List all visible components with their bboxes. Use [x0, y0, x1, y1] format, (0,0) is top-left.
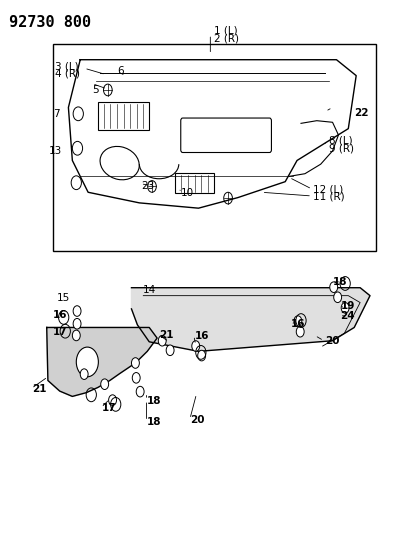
Text: 8 (L): 8 (L) [329, 136, 352, 146]
Circle shape [132, 373, 140, 383]
Text: 17: 17 [102, 403, 117, 413]
Circle shape [73, 306, 81, 317]
Circle shape [80, 369, 88, 379]
Text: 92730 800: 92730 800 [9, 14, 91, 30]
Circle shape [101, 379, 109, 390]
Text: 24: 24 [340, 311, 355, 321]
Circle shape [330, 282, 338, 293]
Circle shape [296, 326, 304, 337]
Polygon shape [131, 288, 370, 351]
Circle shape [109, 395, 116, 406]
Text: 9 (R): 9 (R) [329, 143, 354, 154]
Text: 19: 19 [340, 301, 355, 311]
Text: 16: 16 [291, 319, 306, 329]
Text: 18: 18 [333, 277, 347, 287]
Circle shape [294, 316, 302, 326]
Text: 2 (R): 2 (R) [214, 34, 239, 44]
Text: 1 (L): 1 (L) [214, 26, 238, 36]
Text: 3 (L): 3 (L) [55, 61, 78, 71]
Bar [98, 102, 149, 130]
Text: 20: 20 [325, 336, 339, 346]
Circle shape [76, 347, 98, 377]
Text: 18: 18 [147, 417, 162, 427]
Circle shape [198, 350, 206, 361]
Text: 6: 6 [118, 67, 124, 76]
Circle shape [72, 330, 80, 341]
Circle shape [192, 341, 200, 351]
Circle shape [131, 358, 139, 368]
Text: 14: 14 [143, 285, 156, 295]
Text: 16: 16 [53, 310, 67, 320]
Circle shape [334, 292, 341, 303]
Text: 7: 7 [53, 109, 59, 119]
Text: 11 (R): 11 (R) [313, 191, 345, 201]
Text: 15: 15 [57, 293, 70, 303]
Text: 23: 23 [141, 181, 154, 191]
Circle shape [73, 318, 81, 329]
Circle shape [341, 303, 349, 313]
Text: 13: 13 [49, 146, 62, 156]
Text: 18: 18 [147, 395, 162, 406]
Text: 5: 5 [92, 85, 99, 95]
Text: 20: 20 [191, 415, 205, 425]
Circle shape [166, 345, 174, 356]
Text: 12 (L): 12 (L) [313, 184, 343, 194]
Bar [53, 44, 376, 251]
Bar [175, 173, 214, 193]
Text: 16: 16 [195, 331, 209, 341]
Text: 10: 10 [181, 188, 194, 198]
Text: 22: 22 [354, 108, 369, 118]
Text: 21: 21 [32, 384, 46, 394]
Text: 17: 17 [53, 327, 67, 337]
Text: 21: 21 [159, 330, 173, 340]
Text: 4 (R): 4 (R) [55, 69, 80, 78]
Polygon shape [47, 327, 157, 397]
Circle shape [158, 335, 166, 346]
Circle shape [136, 386, 144, 397]
